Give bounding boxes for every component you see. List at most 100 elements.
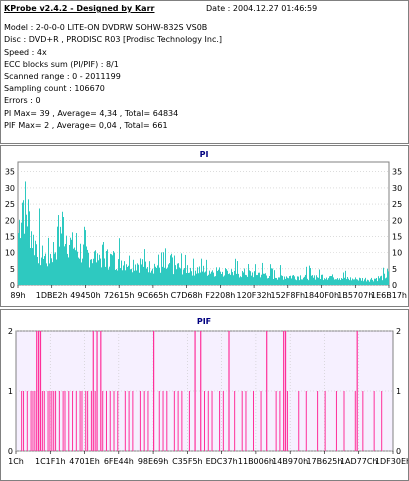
pi-bar: [200, 272, 201, 285]
pi-bar: [145, 261, 146, 285]
pif-ytick-right: 2: [396, 327, 401, 336]
pi-bar: [260, 277, 261, 285]
pi-bar: [264, 273, 265, 285]
pi-bar: [131, 268, 132, 285]
pi-bar: [213, 272, 214, 285]
pi-bar: [47, 266, 48, 285]
drive-model: Model : 2-0-0-0 LITE-ON DVDRW SOHW-832S …: [4, 23, 208, 32]
pi-bar: [99, 254, 100, 285]
pi-bar: [257, 275, 258, 285]
pif-ytick-left: 2: [8, 327, 13, 336]
pi-bar: [111, 254, 112, 285]
pi-ytick-left: 20: [5, 216, 15, 225]
pi-bar: [66, 235, 67, 285]
pi-bar: [37, 256, 38, 285]
pi-bar: [212, 270, 213, 285]
pi-bar: [57, 226, 58, 285]
pi-bar: [120, 268, 121, 285]
pi-bar: [266, 275, 267, 285]
pi-bar: [320, 279, 321, 285]
pi-bar: [190, 267, 191, 285]
pi-bar: [330, 276, 331, 285]
pif-stats: PIF Max= 2 , Average= 0,04 , Total= 661: [4, 121, 168, 130]
pi-bar: [333, 277, 334, 285]
pi-bar: [259, 272, 260, 285]
pi-bar: [378, 276, 379, 285]
pi-bar: [314, 275, 315, 285]
pi-bar: [295, 279, 296, 285]
pi-bar: [205, 271, 206, 285]
pi-bar: [302, 279, 303, 285]
pi-ytick-left: 5: [10, 265, 15, 274]
pi-bar: [304, 276, 305, 285]
pi-bar: [52, 262, 53, 285]
pif-xtick-label: 14B970h: [272, 457, 308, 466]
pi-bar: [301, 279, 302, 285]
pi-bar: [322, 274, 323, 285]
pi-bar: [221, 274, 222, 285]
pi-bar: [262, 262, 263, 285]
pi-bar: [199, 266, 200, 285]
pi-xtick-label: 1B5707h: [337, 291, 373, 300]
pi-bar: [100, 258, 101, 285]
pi-xtick-label: 49450h: [70, 291, 101, 300]
pi-bar: [252, 272, 253, 285]
pi-bar: [377, 281, 378, 285]
pi-bar: [375, 278, 376, 285]
pi-bar: [129, 255, 130, 285]
pi-bar: [303, 277, 304, 285]
pi-bar: [141, 264, 142, 285]
pi-bar: [239, 277, 240, 285]
pi-bar: [307, 278, 308, 285]
pi-bar: [292, 275, 293, 285]
pi-bar: [146, 268, 147, 285]
pi-bar: [175, 265, 176, 285]
pi-bar: [91, 259, 92, 285]
pi-bar: [183, 269, 184, 285]
pi-bar: [238, 273, 239, 285]
pi-bar: [112, 255, 113, 285]
pi-bar: [117, 270, 118, 285]
pi-bar: [50, 253, 51, 285]
pi-bar: [256, 275, 257, 285]
pi-bar: [61, 233, 62, 285]
pi-bar: [209, 270, 210, 285]
pi-bar: [98, 260, 99, 285]
pif-xtick-label: C35F5h: [172, 457, 203, 466]
pi-bar: [150, 272, 151, 285]
pi-bar: [143, 266, 144, 285]
disc-info-panel: KProbe v2.4.2 - Designed by Karr Date : …: [0, 0, 409, 144]
pi-bar: [308, 280, 309, 285]
pi-bar: [380, 276, 381, 285]
pi-bar: [285, 278, 286, 285]
pi-bar: [331, 276, 332, 285]
pi-bar: [77, 251, 78, 285]
pi-bar: [387, 268, 388, 285]
pif-xtick-label: 1Ch: [8, 457, 24, 466]
pif-chart: PIF 0 0 1 1 2 2 1Ch 1C1F1h 4701Eh 6FE44h 98E69h C35F…: [8, 317, 408, 466]
pi-bar: [173, 274, 174, 285]
pi-bar: [309, 265, 310, 285]
pif-ytick-left: 0: [8, 447, 13, 456]
pi-bar: [115, 269, 116, 285]
pi-bar: [328, 278, 329, 285]
pi-bar: [324, 278, 325, 285]
pi-bar: [276, 278, 277, 285]
pi-bar: [323, 280, 324, 285]
disc-type: Disc : DVD+R , PRODISC R03 [Prodisc Tech…: [4, 35, 223, 44]
pi-ytick-left: 30: [5, 184, 15, 193]
pi-bar: [198, 273, 199, 285]
pi-bar: [372, 279, 373, 285]
pi-bar: [82, 258, 83, 285]
pi-bar: [364, 279, 365, 285]
pi-bar: [76, 233, 77, 285]
pi-bar: [332, 274, 333, 285]
pi-bar: [281, 275, 282, 285]
pi-bar: [30, 248, 31, 285]
pi-bar: [339, 278, 340, 285]
pi-bar: [163, 252, 164, 285]
pi-bar: [220, 271, 221, 285]
pif-ytick-right: 0: [396, 447, 401, 456]
pi-bar: [217, 271, 218, 285]
pi-bar: [197, 267, 198, 285]
